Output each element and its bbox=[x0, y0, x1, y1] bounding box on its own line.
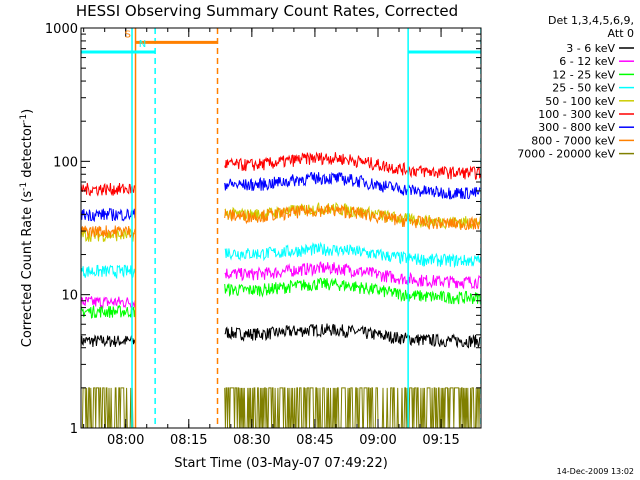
legend-header-line-1: Det 1,3,4,5,6,9, bbox=[548, 14, 634, 27]
x-axis-label: Start Time (03-May-07 07:49:22) bbox=[174, 456, 388, 471]
legend-label-5: 100 - 300 keV bbox=[538, 108, 615, 121]
annotation-label-N: N bbox=[139, 39, 146, 50]
plot-frame bbox=[80, 27, 482, 429]
y-tick-label: 10 bbox=[61, 289, 78, 304]
legend-label-8: 7000 - 20000 keV bbox=[517, 148, 615, 161]
legend-label-4: 50 - 100 keV bbox=[545, 95, 615, 108]
y-tick-label: 100 bbox=[53, 155, 78, 170]
y-tick-label: 1000 bbox=[45, 22, 78, 37]
legend-label-1: 6 - 12 keV bbox=[559, 55, 615, 68]
series-line-8 bbox=[81, 387, 481, 428]
series-line-1 bbox=[81, 260, 481, 310]
x-tick-label: 08:15 bbox=[170, 433, 207, 448]
annotation-label-S: S bbox=[125, 29, 131, 40]
series-line-5 bbox=[81, 151, 481, 197]
legend-header-line-2: Att 0 bbox=[608, 27, 634, 40]
series-line-7 bbox=[81, 204, 481, 238]
y-tick-label: 1 bbox=[70, 422, 78, 437]
legend-label-3: 25 - 50 keV bbox=[552, 82, 615, 95]
legend-label-6: 300 - 800 keV bbox=[538, 121, 615, 134]
chart-title: HESSI Observing Summary Count Rates, Cor… bbox=[76, 2, 458, 20]
x-tick-label: 09:15 bbox=[422, 433, 459, 448]
footer-date: 14-Dec-2009 13:02 bbox=[557, 467, 634, 476]
series-line-3 bbox=[81, 241, 481, 280]
series-line-6 bbox=[81, 171, 481, 223]
x-tick-label: 08:00 bbox=[107, 433, 144, 448]
legend-label-7: 800 - 7000 keV bbox=[531, 134, 615, 147]
series-line-2 bbox=[81, 277, 481, 319]
x-tick-label: 08:45 bbox=[296, 433, 333, 448]
series-line-0 bbox=[81, 323, 481, 349]
x-tick-label: 09:00 bbox=[359, 433, 396, 448]
legend-label-0: 3 - 6 keV bbox=[566, 42, 615, 55]
y-axis-label: Corrected Count Rate (s-1 detector-1) bbox=[19, 109, 35, 347]
x-tick-label: 08:30 bbox=[233, 433, 270, 448]
legend-label-2: 12 - 25 keV bbox=[552, 68, 615, 81]
